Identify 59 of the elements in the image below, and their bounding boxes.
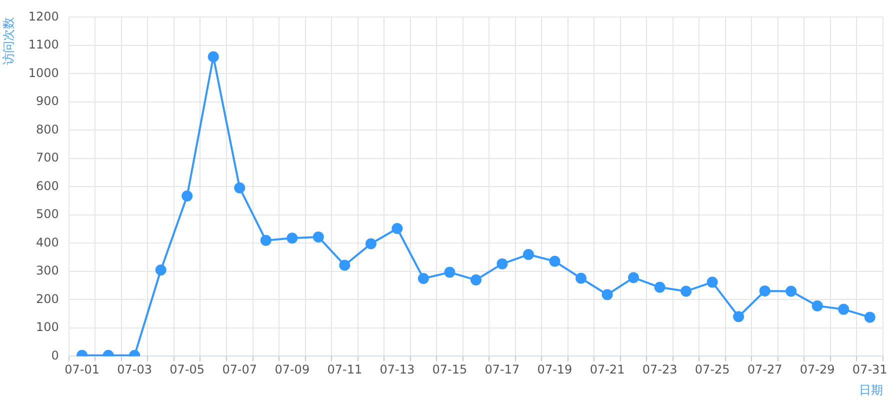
x-tick-label: 07-15 xyxy=(432,362,468,377)
point xyxy=(522,249,534,260)
y-tick-label: 900 xyxy=(36,94,59,108)
point xyxy=(759,285,770,296)
point xyxy=(838,304,850,315)
point xyxy=(339,260,350,271)
point xyxy=(602,289,613,300)
point xyxy=(155,264,166,276)
point xyxy=(418,273,429,284)
point xyxy=(470,274,482,286)
x-tick-label: 07-11 xyxy=(327,362,362,377)
x-tick-label: 07-31 xyxy=(852,362,888,377)
x-tick-label: 07-09 xyxy=(274,362,310,377)
x-tick-label: 07-29 xyxy=(800,362,835,377)
x-tick-label: 07-23 xyxy=(642,362,678,377)
y-tick-label: 1200 xyxy=(28,9,59,24)
x-tick-label: 07-13 xyxy=(380,362,415,377)
x-axis-title: 日期 xyxy=(859,382,883,397)
y-tick-label: 1100 xyxy=(28,38,59,52)
point xyxy=(706,276,718,288)
point xyxy=(208,51,219,62)
y-tick-label: 400 xyxy=(36,235,59,250)
point xyxy=(444,266,456,278)
y-tick-label: 100 xyxy=(36,320,59,334)
x-tick-label: 07-25 xyxy=(694,362,730,377)
point xyxy=(786,286,797,297)
y-axis-title: 访问次数 xyxy=(1,17,16,66)
point xyxy=(182,190,193,202)
y-tick-label: 800 xyxy=(36,122,59,136)
y-tick-label: 700 xyxy=(36,150,59,165)
x-tick-label: 07-07 xyxy=(222,362,258,377)
point xyxy=(549,256,560,267)
y-tick-label: 500 xyxy=(36,207,59,222)
point xyxy=(260,234,272,246)
y-tick-label: 200 xyxy=(36,292,59,306)
y-tick-label: 600 xyxy=(36,178,59,193)
y-tick-label: 300 xyxy=(36,264,59,278)
x-tick-label: 07-19 xyxy=(537,362,572,377)
point xyxy=(496,258,508,270)
point xyxy=(234,182,246,194)
point xyxy=(312,231,324,242)
x-tick-label: 07-05 xyxy=(170,362,205,377)
point xyxy=(365,238,376,250)
point xyxy=(286,232,298,244)
x-tick-label: 07-21 xyxy=(590,362,625,377)
x-tick-label: 07-27 xyxy=(747,362,782,377)
point xyxy=(628,272,640,284)
y-tick-label: 0 xyxy=(51,348,59,362)
point xyxy=(864,312,876,323)
point xyxy=(392,223,403,234)
point xyxy=(576,272,587,284)
y-tick-label: 1000 xyxy=(28,66,59,80)
point xyxy=(654,282,666,293)
x-tick-label: 07-17 xyxy=(484,362,520,377)
point xyxy=(680,286,692,297)
x-tick-label: 07-01 xyxy=(64,362,100,377)
x-tick-label: 07-03 xyxy=(117,362,152,377)
point xyxy=(733,311,744,322)
point xyxy=(812,300,823,312)
